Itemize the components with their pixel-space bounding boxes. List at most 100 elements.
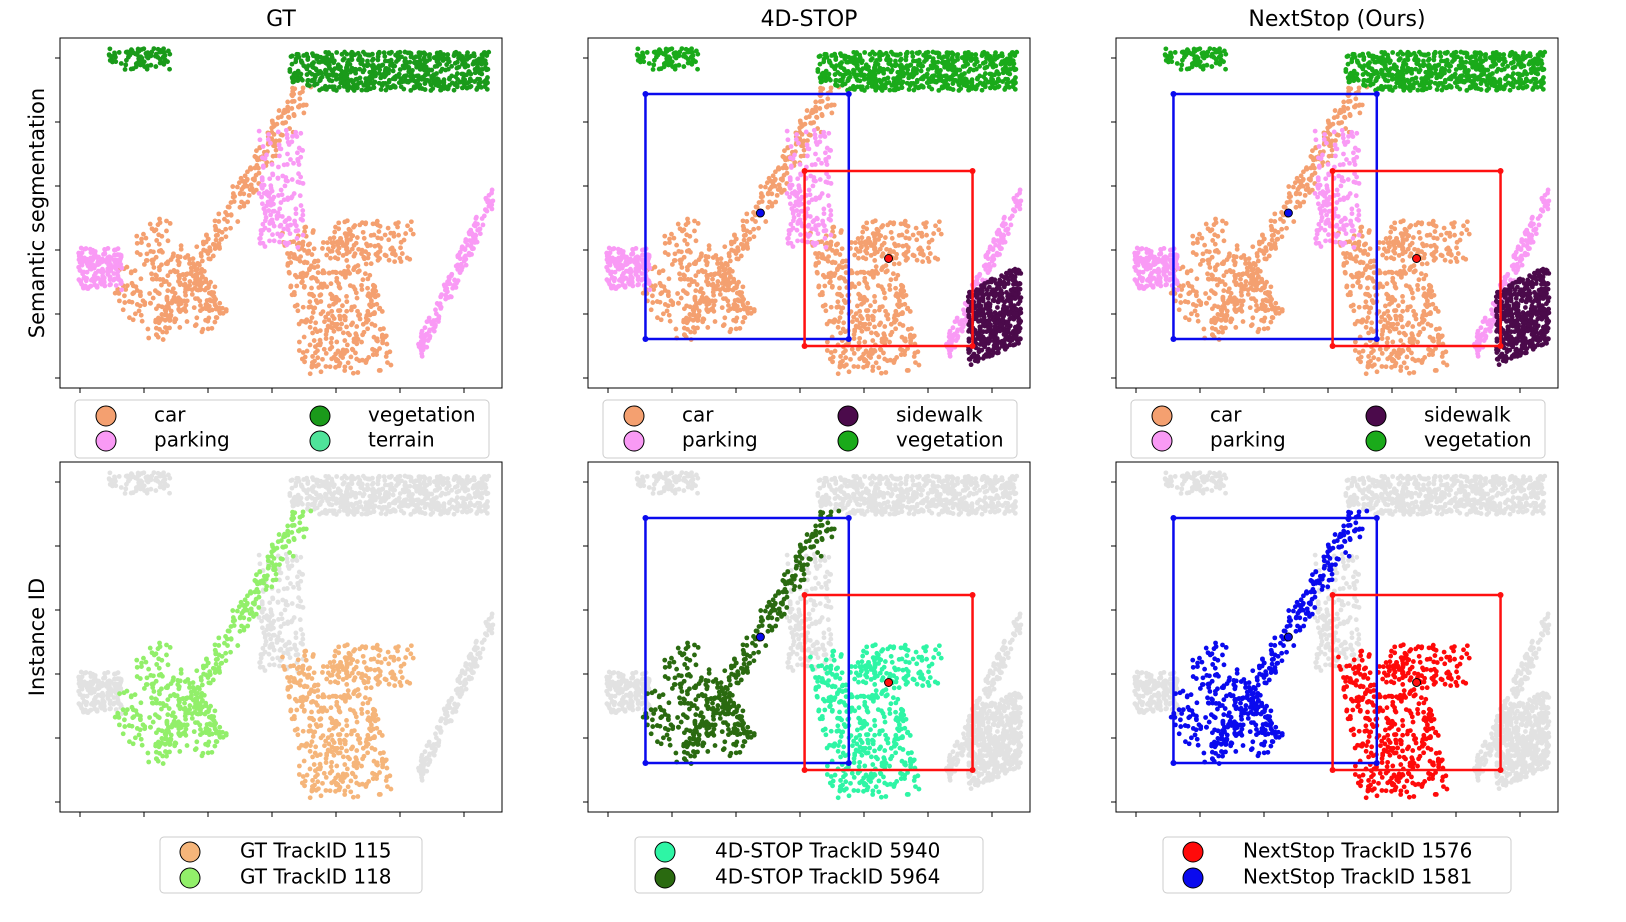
point bbox=[317, 511, 322, 517]
point bbox=[137, 676, 143, 681]
point bbox=[486, 616, 492, 622]
point bbox=[133, 708, 139, 714]
point bbox=[696, 312, 701, 318]
point bbox=[138, 717, 143, 723]
point bbox=[341, 268, 347, 274]
point bbox=[422, 496, 428, 502]
point bbox=[107, 690, 113, 696]
point bbox=[259, 194, 264, 200]
point bbox=[88, 250, 94, 255]
point bbox=[398, 84, 404, 90]
point bbox=[291, 713, 297, 719]
point bbox=[365, 741, 371, 747]
point bbox=[271, 662, 277, 668]
point bbox=[298, 500, 304, 505]
point bbox=[270, 171, 275, 177]
point bbox=[137, 727, 143, 733]
point bbox=[416, 474, 422, 480]
point bbox=[296, 772, 302, 777]
point bbox=[198, 303, 203, 308]
point bbox=[363, 360, 369, 365]
point bbox=[351, 512, 357, 517]
point bbox=[386, 257, 392, 263]
point bbox=[325, 240, 330, 246]
point bbox=[155, 478, 161, 484]
point bbox=[141, 262, 147, 267]
point bbox=[107, 258, 112, 264]
point bbox=[443, 292, 448, 298]
point bbox=[167, 66, 172, 72]
point bbox=[166, 282, 172, 287]
point bbox=[326, 62, 332, 68]
point bbox=[700, 269, 706, 275]
point bbox=[295, 51, 301, 57]
point bbox=[336, 644, 342, 650]
point bbox=[244, 176, 250, 182]
point bbox=[254, 162, 260, 168]
point bbox=[475, 500, 480, 506]
point bbox=[304, 684, 310, 690]
point bbox=[384, 341, 390, 347]
point bbox=[354, 235, 360, 240]
point bbox=[417, 65, 423, 71]
point bbox=[185, 253, 191, 258]
point bbox=[295, 475, 301, 481]
point bbox=[147, 724, 153, 730]
point bbox=[361, 82, 367, 88]
point bbox=[167, 742, 173, 747]
point bbox=[740, 218, 746, 224]
point bbox=[352, 286, 358, 292]
point bbox=[741, 227, 747, 233]
point bbox=[342, 762, 348, 767]
point bbox=[195, 266, 200, 272]
point bbox=[293, 228, 299, 234]
point bbox=[134, 664, 140, 670]
point bbox=[311, 305, 316, 311]
point bbox=[294, 256, 300, 262]
point bbox=[285, 104, 291, 110]
point bbox=[291, 615, 297, 620]
point bbox=[285, 575, 290, 581]
point bbox=[336, 787, 342, 793]
point bbox=[325, 323, 331, 329]
point bbox=[301, 53, 307, 58]
point bbox=[665, 252, 671, 257]
point bbox=[386, 503, 392, 509]
point bbox=[312, 358, 317, 364]
point bbox=[375, 716, 381, 722]
point bbox=[283, 127, 289, 133]
point bbox=[294, 495, 300, 501]
point bbox=[225, 643, 230, 648]
point bbox=[194, 275, 200, 280]
point bbox=[384, 69, 390, 75]
point bbox=[444, 509, 449, 514]
point bbox=[305, 242, 311, 248]
point bbox=[718, 256, 724, 262]
point bbox=[203, 741, 208, 747]
point bbox=[722, 315, 728, 321]
point bbox=[275, 655, 281, 661]
point bbox=[289, 99, 295, 104]
point bbox=[693, 259, 699, 265]
point bbox=[417, 489, 423, 495]
point bbox=[286, 693, 292, 699]
point bbox=[416, 485, 422, 491]
point bbox=[385, 225, 391, 231]
point bbox=[157, 220, 163, 226]
point bbox=[416, 499, 422, 504]
point bbox=[280, 556, 285, 562]
point bbox=[347, 332, 352, 338]
point bbox=[688, 277, 694, 282]
point bbox=[159, 312, 165, 317]
point bbox=[145, 750, 151, 756]
point bbox=[286, 269, 292, 275]
point bbox=[128, 490, 134, 496]
point bbox=[711, 286, 717, 292]
point bbox=[98, 269, 104, 275]
point bbox=[721, 322, 727, 328]
point bbox=[376, 473, 382, 479]
point bbox=[275, 231, 281, 237]
point bbox=[209, 713, 215, 719]
point bbox=[195, 296, 200, 301]
point bbox=[225, 219, 230, 224]
